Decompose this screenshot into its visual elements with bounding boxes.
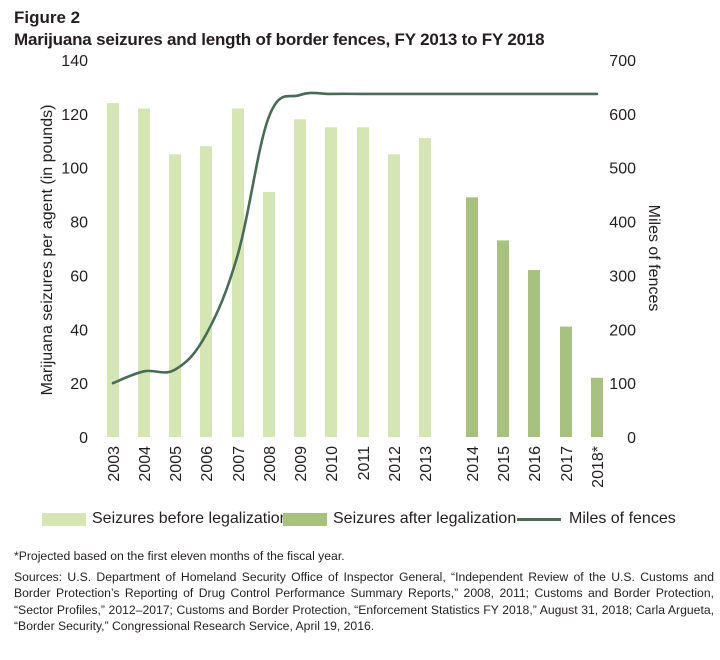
bar-before-legalization [294,119,306,437]
legend: Seizures before legalization Seizures af… [0,510,720,540]
legend-swatch-line [517,517,561,521]
bar-before-legalization [232,108,244,437]
right-axis-ticks: 0 100 200 300 400 500 600 700 [609,53,636,447]
bar-before-legalization [169,154,181,437]
y2-axis-title: Miles of fences [645,205,662,312]
y-tick-label: 120 [61,107,88,124]
y-tick-label: 100 [61,161,88,178]
bars [107,103,603,438]
x-tick-label: 2004 [137,446,154,482]
legend-swatch-before [42,512,86,526]
y2-tick-label: 0 [627,430,636,447]
y2-tick-label: 500 [609,161,636,178]
sources-note: Sources: U.S. Department of Homeland Sec… [14,569,714,634]
x-axis-ticks: 2003 2004 2005 2006 2007 2008 2009 2010 2011 2012… [106,446,607,488]
bar-after-legalization [497,240,509,437]
bar-before-legalization [419,138,431,438]
y2-tick-label: 400 [609,215,636,232]
x-tick-label: 2007 [231,446,248,482]
footnotes: *Projected based on the first eleven mon… [14,548,714,635]
y-tick-label: 40 [70,322,88,339]
y2-tick-label: 100 [609,376,636,393]
bar-before-legalization [263,191,275,437]
y-tick-label: 60 [70,268,88,285]
x-tick-label: 2013 [418,446,435,482]
y-axis-title: Marijuana seizures per agent (in pounds) [39,105,56,396]
x-tick-label: 2005 [168,446,185,482]
bar-before-legalization [138,108,150,437]
x-tick-label: 2014 [465,446,482,482]
bar-after-legalization [528,270,540,437]
fence-line-group [111,91,599,385]
bar-after-legalization [591,377,603,437]
legend-swatch-after [283,512,327,526]
legend-label-line: Miles of fences [569,510,676,527]
y-tick-label: 140 [61,53,88,70]
x-tick-label: 2009 [293,446,310,482]
y2-tick-label: 600 [609,107,636,124]
x-tick-label: 2016 [527,446,544,482]
bar-after-legalization [560,326,572,437]
y-tick-label: 20 [70,376,88,393]
legend-item-after: Seizures after legalization [283,510,516,528]
fence-miles-line [111,91,599,385]
x-tick-label: 2003 [106,446,123,482]
y2-tick-label: 300 [609,268,636,285]
y-tick-label: 80 [70,215,88,232]
x-tick-label: 2011 [356,446,373,481]
left-axis-ticks: 0 20 40 60 80 100 120 140 [61,53,88,447]
projection-note: *Projected based on the first eleven mon… [14,549,345,563]
legend-item-before: Seizures before legalization [42,510,289,528]
bar-before-legalization [325,127,337,438]
y2-tick-label: 700 [609,53,636,70]
bar-before-legalization [200,146,212,437]
combo-chart: 0 20 40 60 80 100 120 140 0 100 200 300 400 500 600 70… [39,53,662,488]
bar-before-legalization [388,154,400,437]
figure-label: Figure 2 [14,8,81,27]
x-tick-label: 2008 [262,446,279,482]
legend-label-after: Seizures after legalization [333,510,517,527]
legend-label-before: Seizures before legalization [92,510,289,527]
x-tick-label: 2018* [590,446,607,488]
y2-tick-label: 200 [609,322,636,339]
bar-before-legalization [357,127,369,438]
x-tick-label: 2010 [324,446,341,482]
bar-after-legalization [466,197,478,437]
x-tick-label: 2015 [496,446,513,482]
x-tick-label: 2017 [559,446,576,482]
x-tick-label: 2006 [199,446,216,482]
bar-before-legalization [107,103,119,437]
legend-item-line: Miles of fences [517,510,676,528]
y-tick-label: 0 [79,430,88,447]
x-tick-label: 2012 [387,446,404,482]
chart-title: Marijuana seizures and length of border … [14,30,545,49]
